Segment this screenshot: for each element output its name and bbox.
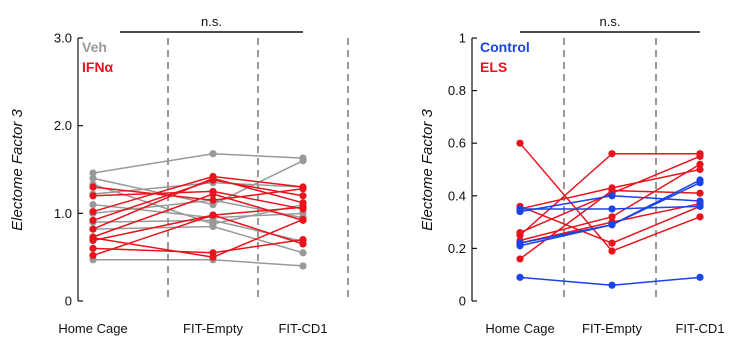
data-point bbox=[608, 239, 616, 247]
data-point bbox=[209, 216, 217, 224]
y-tick-label: 0 bbox=[65, 294, 72, 309]
data-point bbox=[89, 169, 97, 177]
x-tick-label: FIT-Empty bbox=[183, 321, 243, 336]
y-tick-label: 0.2 bbox=[448, 241, 466, 256]
data-point bbox=[209, 222, 217, 231]
data-point bbox=[299, 262, 307, 270]
y-axis-title: Electome Factor 3 bbox=[419, 108, 436, 230]
data-point bbox=[608, 221, 616, 229]
y-tick-label: 0.6 bbox=[448, 136, 466, 151]
data-point bbox=[516, 139, 524, 147]
legend-entry: Veh bbox=[82, 39, 107, 55]
data-point bbox=[608, 247, 616, 255]
data-point bbox=[608, 150, 616, 158]
y-tick-label: 0.8 bbox=[448, 83, 466, 98]
data-point bbox=[516, 255, 524, 263]
legend-entry: Control bbox=[480, 39, 530, 55]
left-panel: 0 1.0 2.0 3.0 Electome Factor 3 n.s. Home Cage… bbox=[9, 14, 349, 336]
data-point bbox=[696, 189, 704, 197]
data-point bbox=[89, 244, 97, 252]
data-point bbox=[89, 234, 97, 242]
data-point bbox=[209, 253, 217, 261]
legend-entry: IFNα bbox=[82, 59, 114, 75]
series-line-veh bbox=[92, 152, 304, 174]
data-point bbox=[696, 273, 704, 281]
significance-label: n.s. bbox=[600, 14, 621, 29]
data-point bbox=[696, 150, 704, 158]
data-point bbox=[516, 231, 524, 239]
data-point bbox=[299, 192, 307, 200]
data-point bbox=[209, 174, 217, 182]
data-point bbox=[696, 179, 704, 187]
x-tick-label: FIT-Empty bbox=[582, 321, 642, 336]
data-point bbox=[299, 183, 307, 191]
data-point bbox=[696, 213, 704, 221]
data-point bbox=[299, 157, 307, 165]
data-point bbox=[89, 192, 97, 200]
data-point bbox=[209, 196, 217, 204]
data-point bbox=[209, 211, 217, 219]
data-point bbox=[696, 160, 704, 168]
data-point bbox=[608, 213, 616, 221]
data-point bbox=[696, 165, 704, 174]
data-point bbox=[299, 249, 307, 257]
data-point bbox=[299, 215, 307, 224]
data-point bbox=[608, 281, 616, 289]
significance-label: n.s. bbox=[201, 14, 222, 29]
data-point bbox=[516, 207, 524, 216]
data-point bbox=[89, 200, 97, 209]
data-point bbox=[299, 240, 307, 248]
data-point bbox=[608, 205, 616, 213]
series-line-veh bbox=[93, 259, 304, 267]
legend-entry: ELS bbox=[480, 59, 507, 75]
data-point bbox=[516, 242, 524, 250]
data-point bbox=[209, 190, 217, 198]
x-tick-label: Home Cage bbox=[58, 321, 127, 336]
data-point bbox=[89, 183, 97, 191]
y-tick-label: 1.0 bbox=[54, 206, 72, 221]
data-point bbox=[89, 174, 97, 182]
series-line-ifnα bbox=[92, 238, 304, 254]
data-point bbox=[696, 197, 704, 205]
right-panel: 0 0.2 0.4 0.6 0.8 1 Electome Factor 3 n.s. Home … bbox=[419, 14, 725, 336]
y-tick-label: 2.0 bbox=[54, 118, 72, 133]
data-point bbox=[608, 186, 616, 195]
data-point bbox=[89, 251, 97, 260]
data-point bbox=[608, 192, 616, 200]
data-point bbox=[696, 202, 704, 210]
x-tick-label: FIT-CD1 bbox=[675, 321, 724, 336]
y-tick-label: 0.4 bbox=[448, 188, 466, 203]
data-point bbox=[89, 216, 97, 224]
x-tick-label: Home Cage bbox=[485, 321, 554, 336]
x-tick-label: FIT-CD1 bbox=[278, 321, 327, 336]
data-point bbox=[299, 203, 307, 211]
y-axis-title: Electome Factor 3 bbox=[9, 108, 26, 230]
data-point bbox=[89, 225, 97, 233]
series-line-veh bbox=[92, 219, 304, 243]
data-point bbox=[516, 273, 524, 281]
y-tick-label: 1 bbox=[459, 31, 466, 46]
y-tick-label: 3.0 bbox=[54, 31, 72, 46]
data-point bbox=[89, 207, 97, 216]
y-tick-label: 0 bbox=[459, 294, 466, 309]
data-point bbox=[209, 150, 217, 158]
